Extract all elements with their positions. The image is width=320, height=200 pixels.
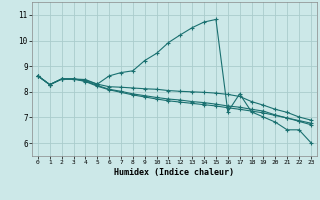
X-axis label: Humidex (Indice chaleur): Humidex (Indice chaleur) xyxy=(115,168,234,177)
